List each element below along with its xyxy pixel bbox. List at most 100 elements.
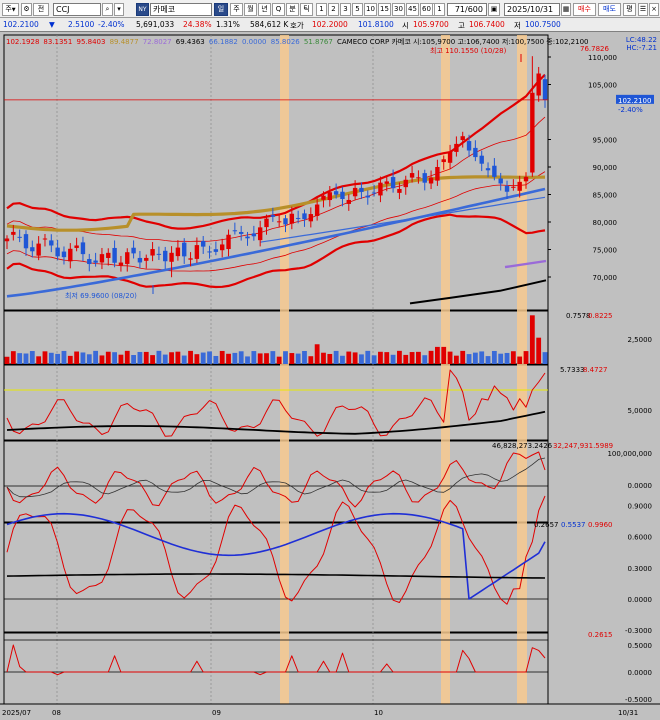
volume-bar — [55, 353, 61, 364]
volume-bar — [314, 344, 320, 364]
volume-bar — [422, 355, 428, 364]
ind3-tick: 0.3000 — [628, 565, 653, 573]
search-icon[interactable]: ⌕ — [102, 3, 113, 16]
eval-button[interactable]: 평 — [623, 3, 636, 16]
envelope-upper-line — [6, 116, 546, 242]
candle-body — [314, 204, 320, 216]
dropdown-icon[interactable]: ▾ — [114, 3, 124, 16]
volume-bar — [302, 351, 307, 364]
volume-bar — [207, 351, 212, 364]
interval-button[interactable]: 2 — [328, 3, 339, 16]
candle-body — [435, 167, 440, 181]
candle-body — [131, 247, 136, 254]
current-price-tag: 102.2100 — [618, 97, 651, 105]
volume-bar — [257, 353, 263, 364]
volume-bar — [264, 353, 269, 364]
volume-bar — [251, 351, 257, 364]
price-tick-label: 80,000 — [593, 219, 618, 227]
trade-amount: 584,612 K — [250, 20, 289, 29]
interval-button[interactable]: 30 — [392, 3, 405, 16]
candle-body — [11, 231, 16, 235]
chart-mode-select[interactable]: 주▼ — [2, 3, 19, 16]
volume-bar — [371, 355, 377, 364]
ma-legend-value: 51.8767 — [304, 38, 333, 46]
candle-body — [163, 250, 168, 262]
period-button[interactable]: 년 — [258, 3, 271, 16]
volume-bar — [403, 354, 409, 364]
period-button[interactable]: 주 — [230, 3, 243, 16]
calendar-icon[interactable]: ▦ — [561, 3, 571, 16]
candle-body — [194, 245, 200, 259]
candle-body — [466, 141, 472, 151]
config-button[interactable]: ⚙ — [21, 3, 32, 16]
candle-body — [23, 234, 29, 249]
candle-body — [403, 179, 408, 188]
date-input[interactable]: 2025/10/31 — [504, 3, 560, 16]
volume-bar — [504, 352, 510, 364]
ind2-tick: 0.0000 — [628, 482, 653, 490]
period-button[interactable]: 월 — [244, 3, 257, 16]
interval-button[interactable]: 60 — [420, 3, 433, 16]
price-tick-label: 70,000 — [593, 274, 618, 282]
envelope-lower-line — [6, 171, 546, 272]
candle-body — [182, 242, 187, 257]
interval-button[interactable]: 5 — [352, 3, 363, 16]
stock-chart[interactable]: 110,000 105,000 95,000 90,000 85,000 80,000 75… — [0, 32, 660, 720]
volume-bar — [523, 351, 529, 364]
bollinger-lower-line — [6, 213, 546, 289]
candle-body — [511, 186, 516, 188]
volume-bar — [485, 356, 491, 364]
candle-body — [257, 227, 263, 241]
ma-blue-thin-line — [260, 196, 546, 243]
volume-bar — [93, 350, 99, 364]
price-tick-label: 85,000 — [593, 192, 618, 200]
candle-body — [106, 252, 111, 259]
volume-bar — [333, 350, 339, 364]
volume-bar — [29, 351, 35, 364]
candle-body — [390, 177, 396, 189]
close-icon[interactable]: × — [649, 3, 659, 16]
interval-button[interactable]: 45 — [406, 3, 419, 16]
volume-bar — [105, 351, 111, 364]
period-button[interactable]: Q — [272, 3, 285, 16]
interval-button[interactable]: 1 — [434, 3, 445, 16]
volume-ratio: 24.38% — [183, 20, 212, 29]
interval-button[interactable]: 15 — [378, 3, 391, 16]
volume-bar — [359, 354, 364, 364]
interval-button[interactable]: 3 — [340, 3, 351, 16]
ind3-base-line — [6, 573, 546, 579]
interval-button[interactable]: 1 — [316, 3, 327, 16]
price-tick-label: 110,000 — [588, 54, 617, 62]
ma-legend-value: 85.8026 — [271, 38, 300, 46]
volume-bar — [479, 351, 485, 364]
volume-bar — [276, 356, 282, 364]
ma-legend-value: 66.1882 — [209, 38, 238, 46]
low-price: 100.7500 — [525, 20, 561, 29]
ind3-tick: 0.6000 — [628, 534, 653, 542]
period-button[interactable]: 틱 — [300, 3, 313, 16]
candle-body — [498, 178, 503, 184]
volume-legend: 0.7578 — [566, 312, 591, 320]
volume-bar — [517, 356, 523, 364]
ind1-tick: 5,0000 — [628, 407, 653, 415]
interval-button[interactable]: 10 — [364, 3, 377, 16]
volume-bar — [74, 351, 80, 364]
symbol-input[interactable]: CCJ — [53, 3, 101, 16]
buy-button[interactable]: 매수 — [573, 3, 596, 16]
ind1-legend: 5.7333 — [560, 366, 585, 374]
menu-icon[interactable]: ☰ — [638, 3, 648, 16]
volume-bar — [194, 354, 200, 364]
data-count[interactable]: 71/600 — [447, 3, 487, 16]
legend-right-value: 76.7826 — [580, 45, 609, 53]
candle-body — [517, 181, 522, 191]
period-day-button[interactable]: 일 — [214, 3, 228, 16]
ind2-tick: 100,000,000 — [607, 450, 652, 458]
candle-body — [55, 247, 60, 257]
period-button[interactable]: 분 — [286, 3, 299, 16]
lock-icon[interactable]: ▣ — [488, 3, 500, 16]
market-select[interactable]: 전 — [33, 3, 49, 16]
sell-button[interactable]: 매도 — [598, 3, 621, 16]
volume-bar — [181, 355, 187, 364]
candle-body — [542, 79, 548, 100]
ind4-tick: -0.5000 — [625, 696, 652, 704]
